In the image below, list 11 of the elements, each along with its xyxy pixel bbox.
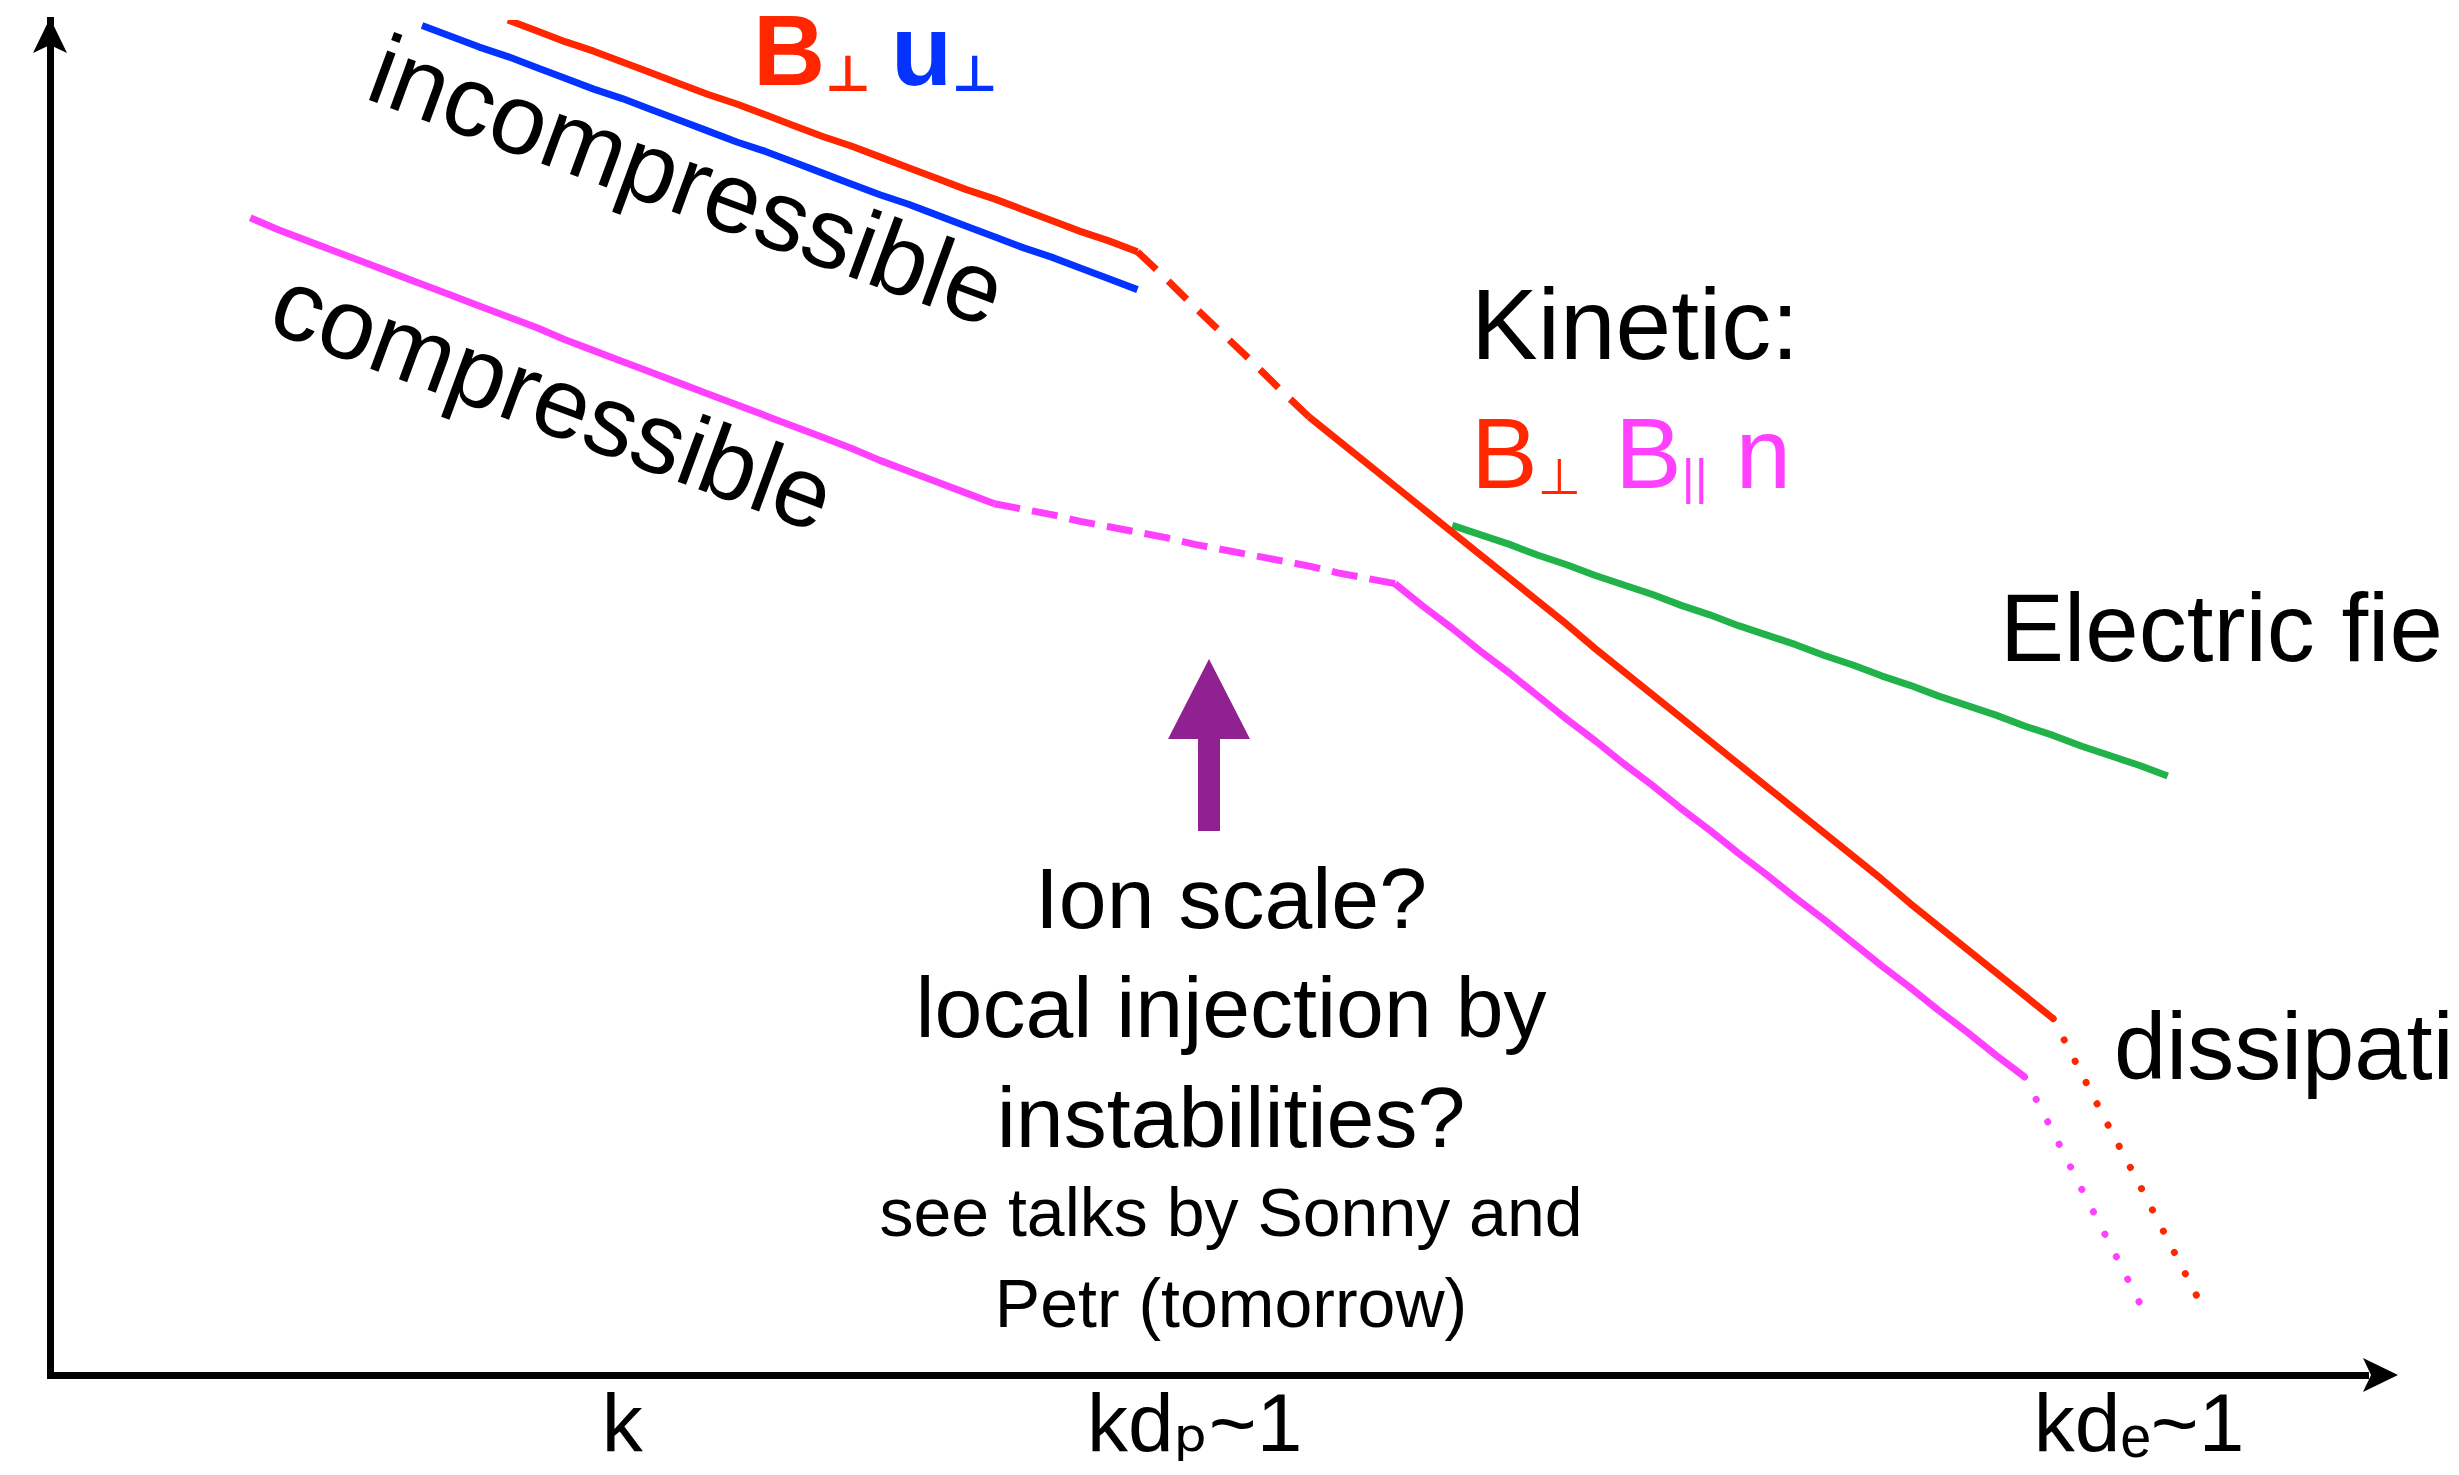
annotation: dissipati [2114, 994, 2454, 1099]
annotation: see talks by Sonny and Petr (tomorrow) [878, 1173, 1584, 1343]
series-label: B$_{⊥}$ [1471, 397, 1582, 509]
x-tick-label: kdₚ~1 [1087, 1376, 1303, 1468]
annotation: Ion scale? [1033, 849, 1428, 948]
series-label: Electric fie [2000, 574, 2443, 681]
annotation: Kinetic: [1471, 268, 1799, 380]
x-tick-label: kdₑ~1 [2033, 1376, 2245, 1468]
series-label: B$_{||}$ n [1615, 397, 1792, 509]
x-tick-label: k [601, 1376, 644, 1468]
annotation: local injection by instabilities? [914, 958, 1548, 1167]
